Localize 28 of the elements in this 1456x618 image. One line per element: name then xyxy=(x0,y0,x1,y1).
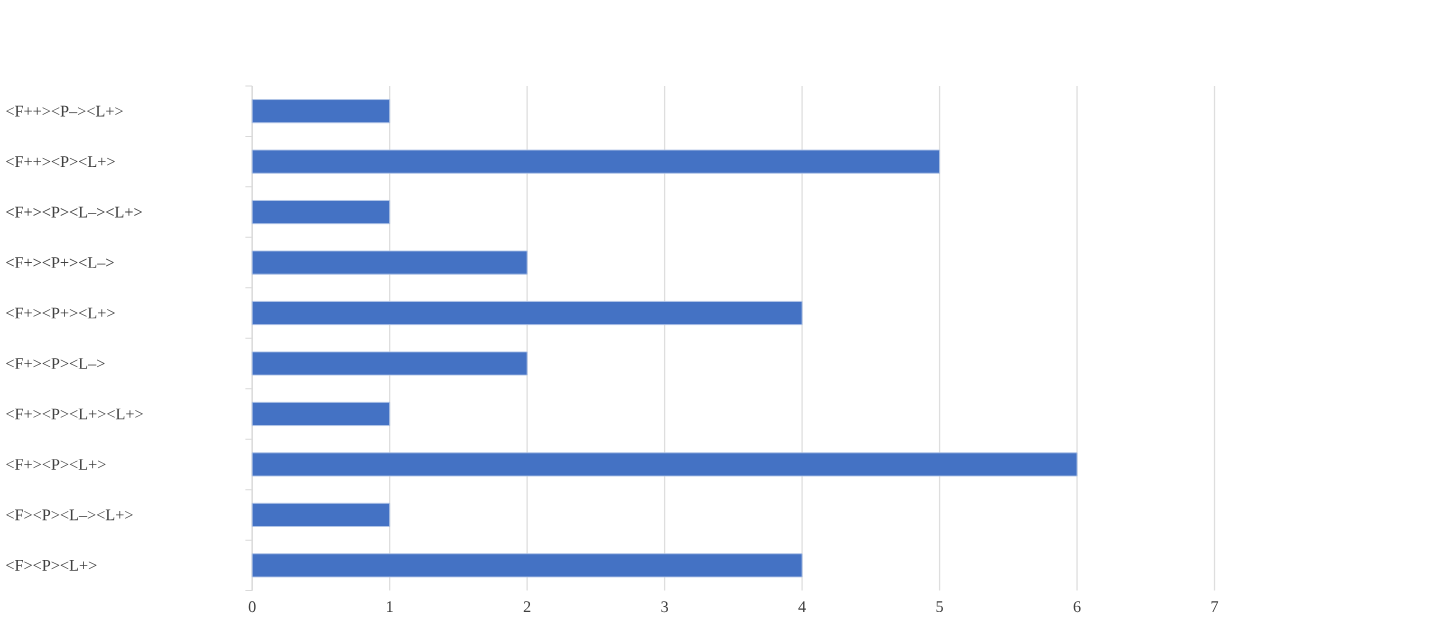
y-tick-label: <F+><P><L–> xyxy=(6,358,105,369)
x-tick-label: 7 xyxy=(1211,601,1219,613)
bar xyxy=(251,351,528,376)
y-tick-label: <F+><P+><L–> xyxy=(6,257,114,269)
y-tick-label: <F><P><L+> xyxy=(6,560,97,571)
y-tick-label: <F++><P–><L+> xyxy=(6,106,123,117)
bar xyxy=(251,301,803,326)
x-tick-label: 6 xyxy=(1073,601,1081,613)
x-tick-label: 2 xyxy=(523,601,531,613)
bar xyxy=(251,99,391,124)
bar xyxy=(251,149,940,174)
bar xyxy=(251,402,391,427)
y-tick-label: <F+><P+><L+> xyxy=(6,307,115,319)
y-tick-label: <F+><P><L+> xyxy=(6,459,106,470)
bar xyxy=(251,503,391,528)
x-tick-label: 5 xyxy=(936,601,943,613)
x-tick-label: 0 xyxy=(248,601,256,613)
bar xyxy=(251,553,803,578)
y-tick-label: <F><P><L–><L+> xyxy=(6,509,133,521)
y-tick-label: <F+><P><L–><L+> xyxy=(6,206,142,218)
bar xyxy=(251,200,391,225)
x-tick-label: 1 xyxy=(387,601,393,613)
x-tick-label: 4 xyxy=(798,601,806,613)
bar xyxy=(251,250,528,275)
y-tick-label: <F+><P><L+><L+> xyxy=(6,408,143,420)
x-tick-label: 3 xyxy=(661,601,669,613)
bar xyxy=(251,452,1078,477)
y-tick-label: <F++><P><L+> xyxy=(6,156,115,168)
